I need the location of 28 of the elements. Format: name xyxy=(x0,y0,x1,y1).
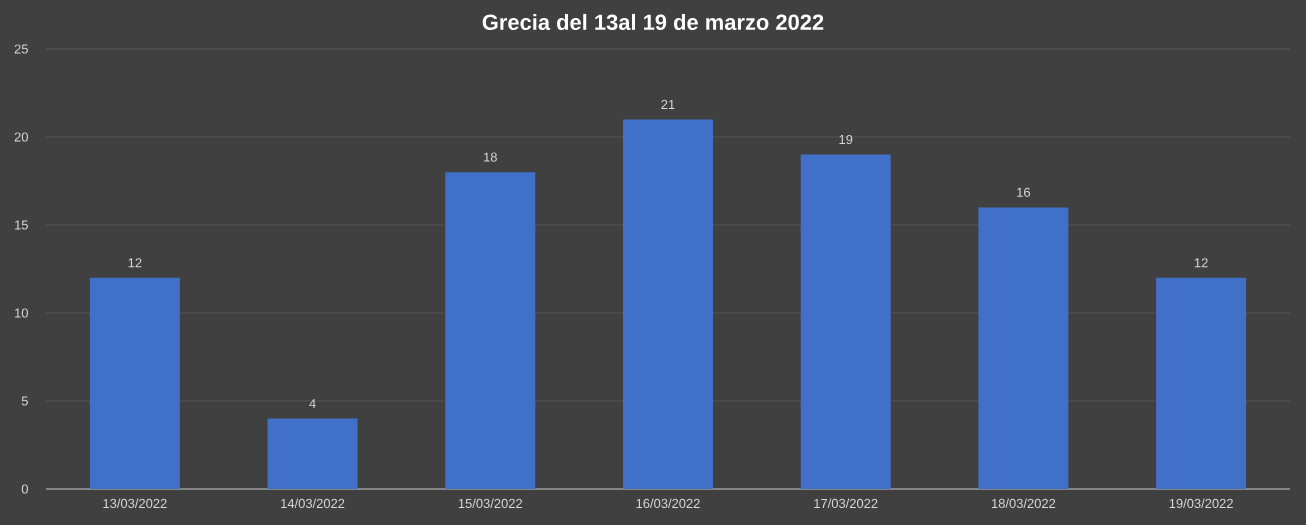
data-label: 19 xyxy=(839,134,853,145)
bar xyxy=(445,172,536,489)
data-label: 12 xyxy=(128,258,142,268)
bar xyxy=(978,207,1069,489)
bar xyxy=(267,418,358,489)
x-tick-label: 14/03/2022 xyxy=(281,498,345,509)
data-label: 21 xyxy=(661,99,675,109)
x-tick-label: 16/03/2022 xyxy=(636,498,700,509)
y-tick-label: 20 xyxy=(14,132,28,142)
data-label: 12 xyxy=(1194,258,1208,268)
y-tick-label: 15 xyxy=(15,220,28,230)
data-label: 16 xyxy=(1017,187,1031,197)
bar xyxy=(1156,277,1247,489)
y-tick-label: 25 xyxy=(14,44,28,54)
data-label: 4 xyxy=(309,399,316,409)
bar xyxy=(622,119,713,489)
y-tick-label: 10 xyxy=(15,308,28,318)
x-tick-label: 15/03/2022 xyxy=(458,498,523,509)
x-tick-label: 19/03/2022 xyxy=(1169,498,1233,509)
y-tick-label: 0 xyxy=(21,484,28,494)
x-tick-label: 13/03/2022 xyxy=(103,498,167,509)
y-tick-label: 5 xyxy=(21,396,28,406)
x-tick-label: 17/03/2022 xyxy=(814,498,878,509)
bar xyxy=(89,277,180,489)
chart-title: Grecia del 13al 19 de marzo 2022 xyxy=(482,13,824,31)
bar xyxy=(800,154,891,489)
data-label: 18 xyxy=(484,152,497,162)
x-tick-label: 18/03/2022 xyxy=(991,498,1056,509)
